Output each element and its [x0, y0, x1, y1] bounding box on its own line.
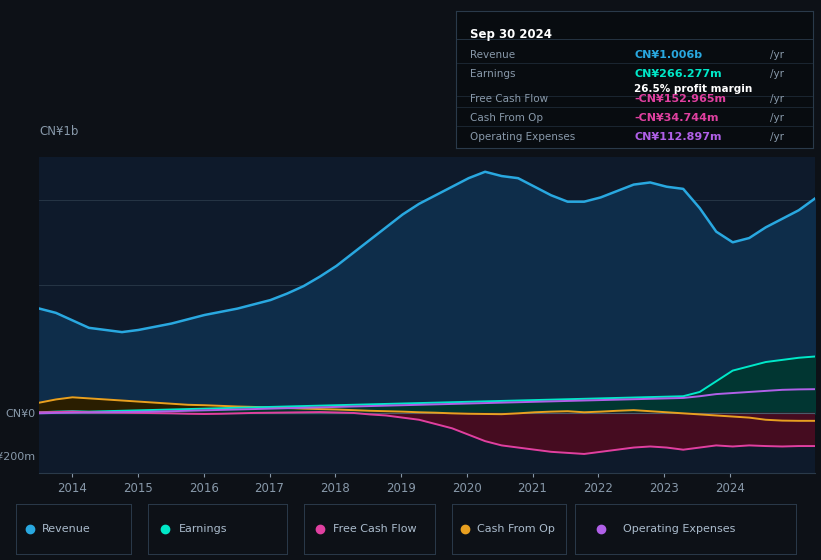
Text: Cash From Op: Cash From Op — [477, 524, 555, 534]
Text: Earnings: Earnings — [470, 69, 516, 79]
Text: Sep 30 2024: Sep 30 2024 — [470, 27, 552, 41]
Text: /yr: /yr — [770, 50, 784, 59]
Text: /yr: /yr — [770, 94, 784, 104]
Text: Free Cash Flow: Free Cash Flow — [333, 524, 416, 534]
Text: Free Cash Flow: Free Cash Flow — [470, 94, 548, 104]
Text: /yr: /yr — [770, 69, 784, 79]
Text: Cash From Op: Cash From Op — [470, 113, 543, 123]
Text: /yr: /yr — [770, 132, 784, 142]
Text: Operating Expenses: Operating Expenses — [470, 132, 576, 142]
Text: Earnings: Earnings — [178, 524, 227, 534]
Text: -CN¥152.965m: -CN¥152.965m — [635, 94, 727, 104]
Text: CN¥266.277m: CN¥266.277m — [635, 69, 722, 79]
Text: /yr: /yr — [770, 113, 784, 123]
Text: Revenue: Revenue — [470, 50, 515, 59]
Text: 26.5% profit margin: 26.5% profit margin — [635, 84, 753, 94]
Text: CN¥112.897m: CN¥112.897m — [635, 132, 722, 142]
Text: Operating Expenses: Operating Expenses — [623, 524, 736, 534]
Text: Revenue: Revenue — [42, 524, 90, 534]
Text: CN¥1b: CN¥1b — [39, 125, 79, 138]
Text: CN¥1.006b: CN¥1.006b — [635, 50, 702, 59]
Text: -CN¥34.744m: -CN¥34.744m — [635, 113, 718, 123]
